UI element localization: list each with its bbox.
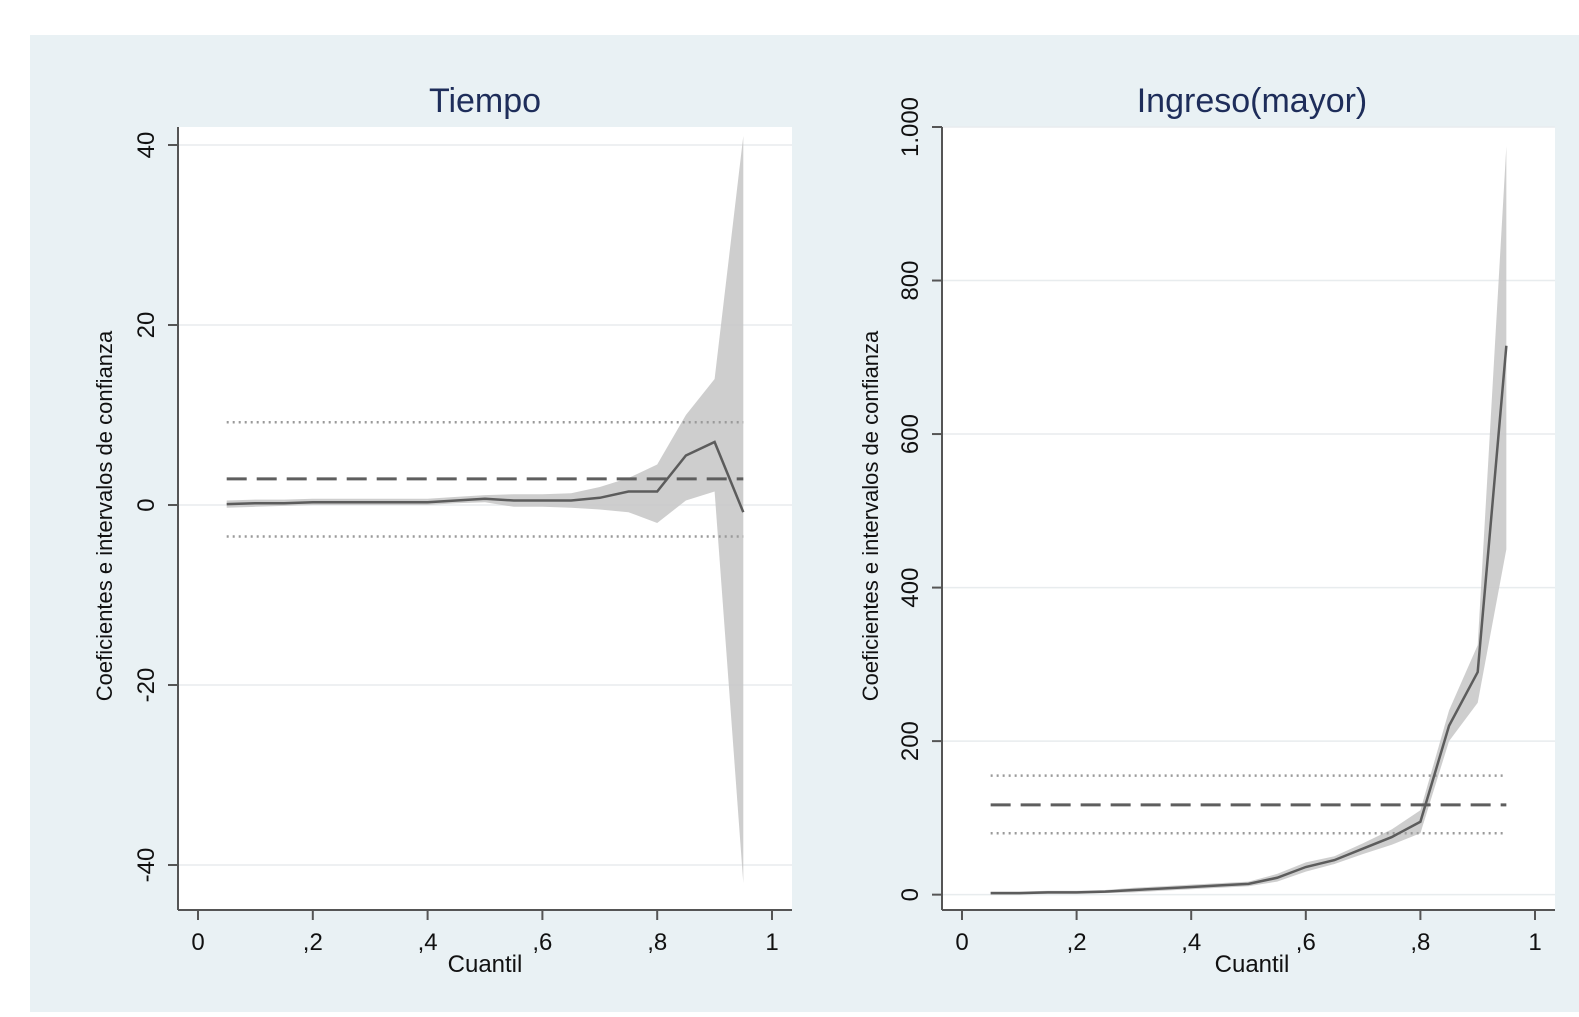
y-tick-label: 0 — [133, 498, 160, 511]
quantile-coefficient-line — [990, 345, 1508, 895]
y-tick-label: 200 — [897, 721, 924, 761]
confidence-band — [226, 136, 744, 883]
quantile-coefficient-line — [226, 440, 745, 513]
x-tick-label: ,2 — [1067, 929, 1087, 956]
y-tick-label: -40 — [133, 848, 160, 883]
y-axis-label: Coeficientes e intervalos de confianza — [858, 330, 883, 701]
x-tick-label: 1 — [1528, 929, 1541, 956]
chart-title: Ingreso(mayor) — [1137, 82, 1368, 120]
y-tick-label: -20 — [133, 668, 160, 703]
plot-area — [942, 127, 1555, 910]
y-tick-label: 40 — [133, 132, 160, 159]
x-tick-label: ,6 — [1296, 929, 1316, 956]
y-tick-label: 0 — [897, 888, 924, 901]
x-tick-label: ,4 — [1181, 929, 1201, 956]
y-tick-label: 1.000 — [897, 97, 924, 157]
x-tick-label: ,2 — [303, 929, 323, 956]
y-tick-label: 20 — [133, 312, 160, 339]
x-tick-label: 1 — [765, 929, 778, 956]
x-axis-label: Cuantil — [1215, 951, 1290, 978]
y-tick-label: 600 — [897, 414, 924, 454]
x-tick-label: ,6 — [532, 929, 552, 956]
y-tick-label: 400 — [897, 568, 924, 608]
x-tick-label: 0 — [955, 929, 968, 956]
x-tick-label: ,8 — [1410, 929, 1430, 956]
chart-panel-1: -40 -20 0 20 40 0 ,2 ,4 ,6 ,8 1 Tiempo Cuantil Coefic… — [92, 82, 792, 978]
chart-panel-2: 0 200 400 600 800 1.000 0 ,2 ,4 ,6 ,8 1 Ingreso(mayo… — [858, 82, 1555, 978]
plot-area — [178, 127, 792, 910]
x-tick-label: 0 — [191, 929, 204, 956]
y-tick-label: 800 — [897, 261, 924, 301]
x-axis-label: Cuantil — [448, 951, 523, 978]
y-axis-label: Coeficientes e intervalos de confianza — [92, 330, 117, 701]
x-tick-label: ,8 — [647, 929, 667, 956]
x-tick-label: ,4 — [418, 929, 438, 956]
chart-title: Tiempo — [429, 82, 541, 120]
